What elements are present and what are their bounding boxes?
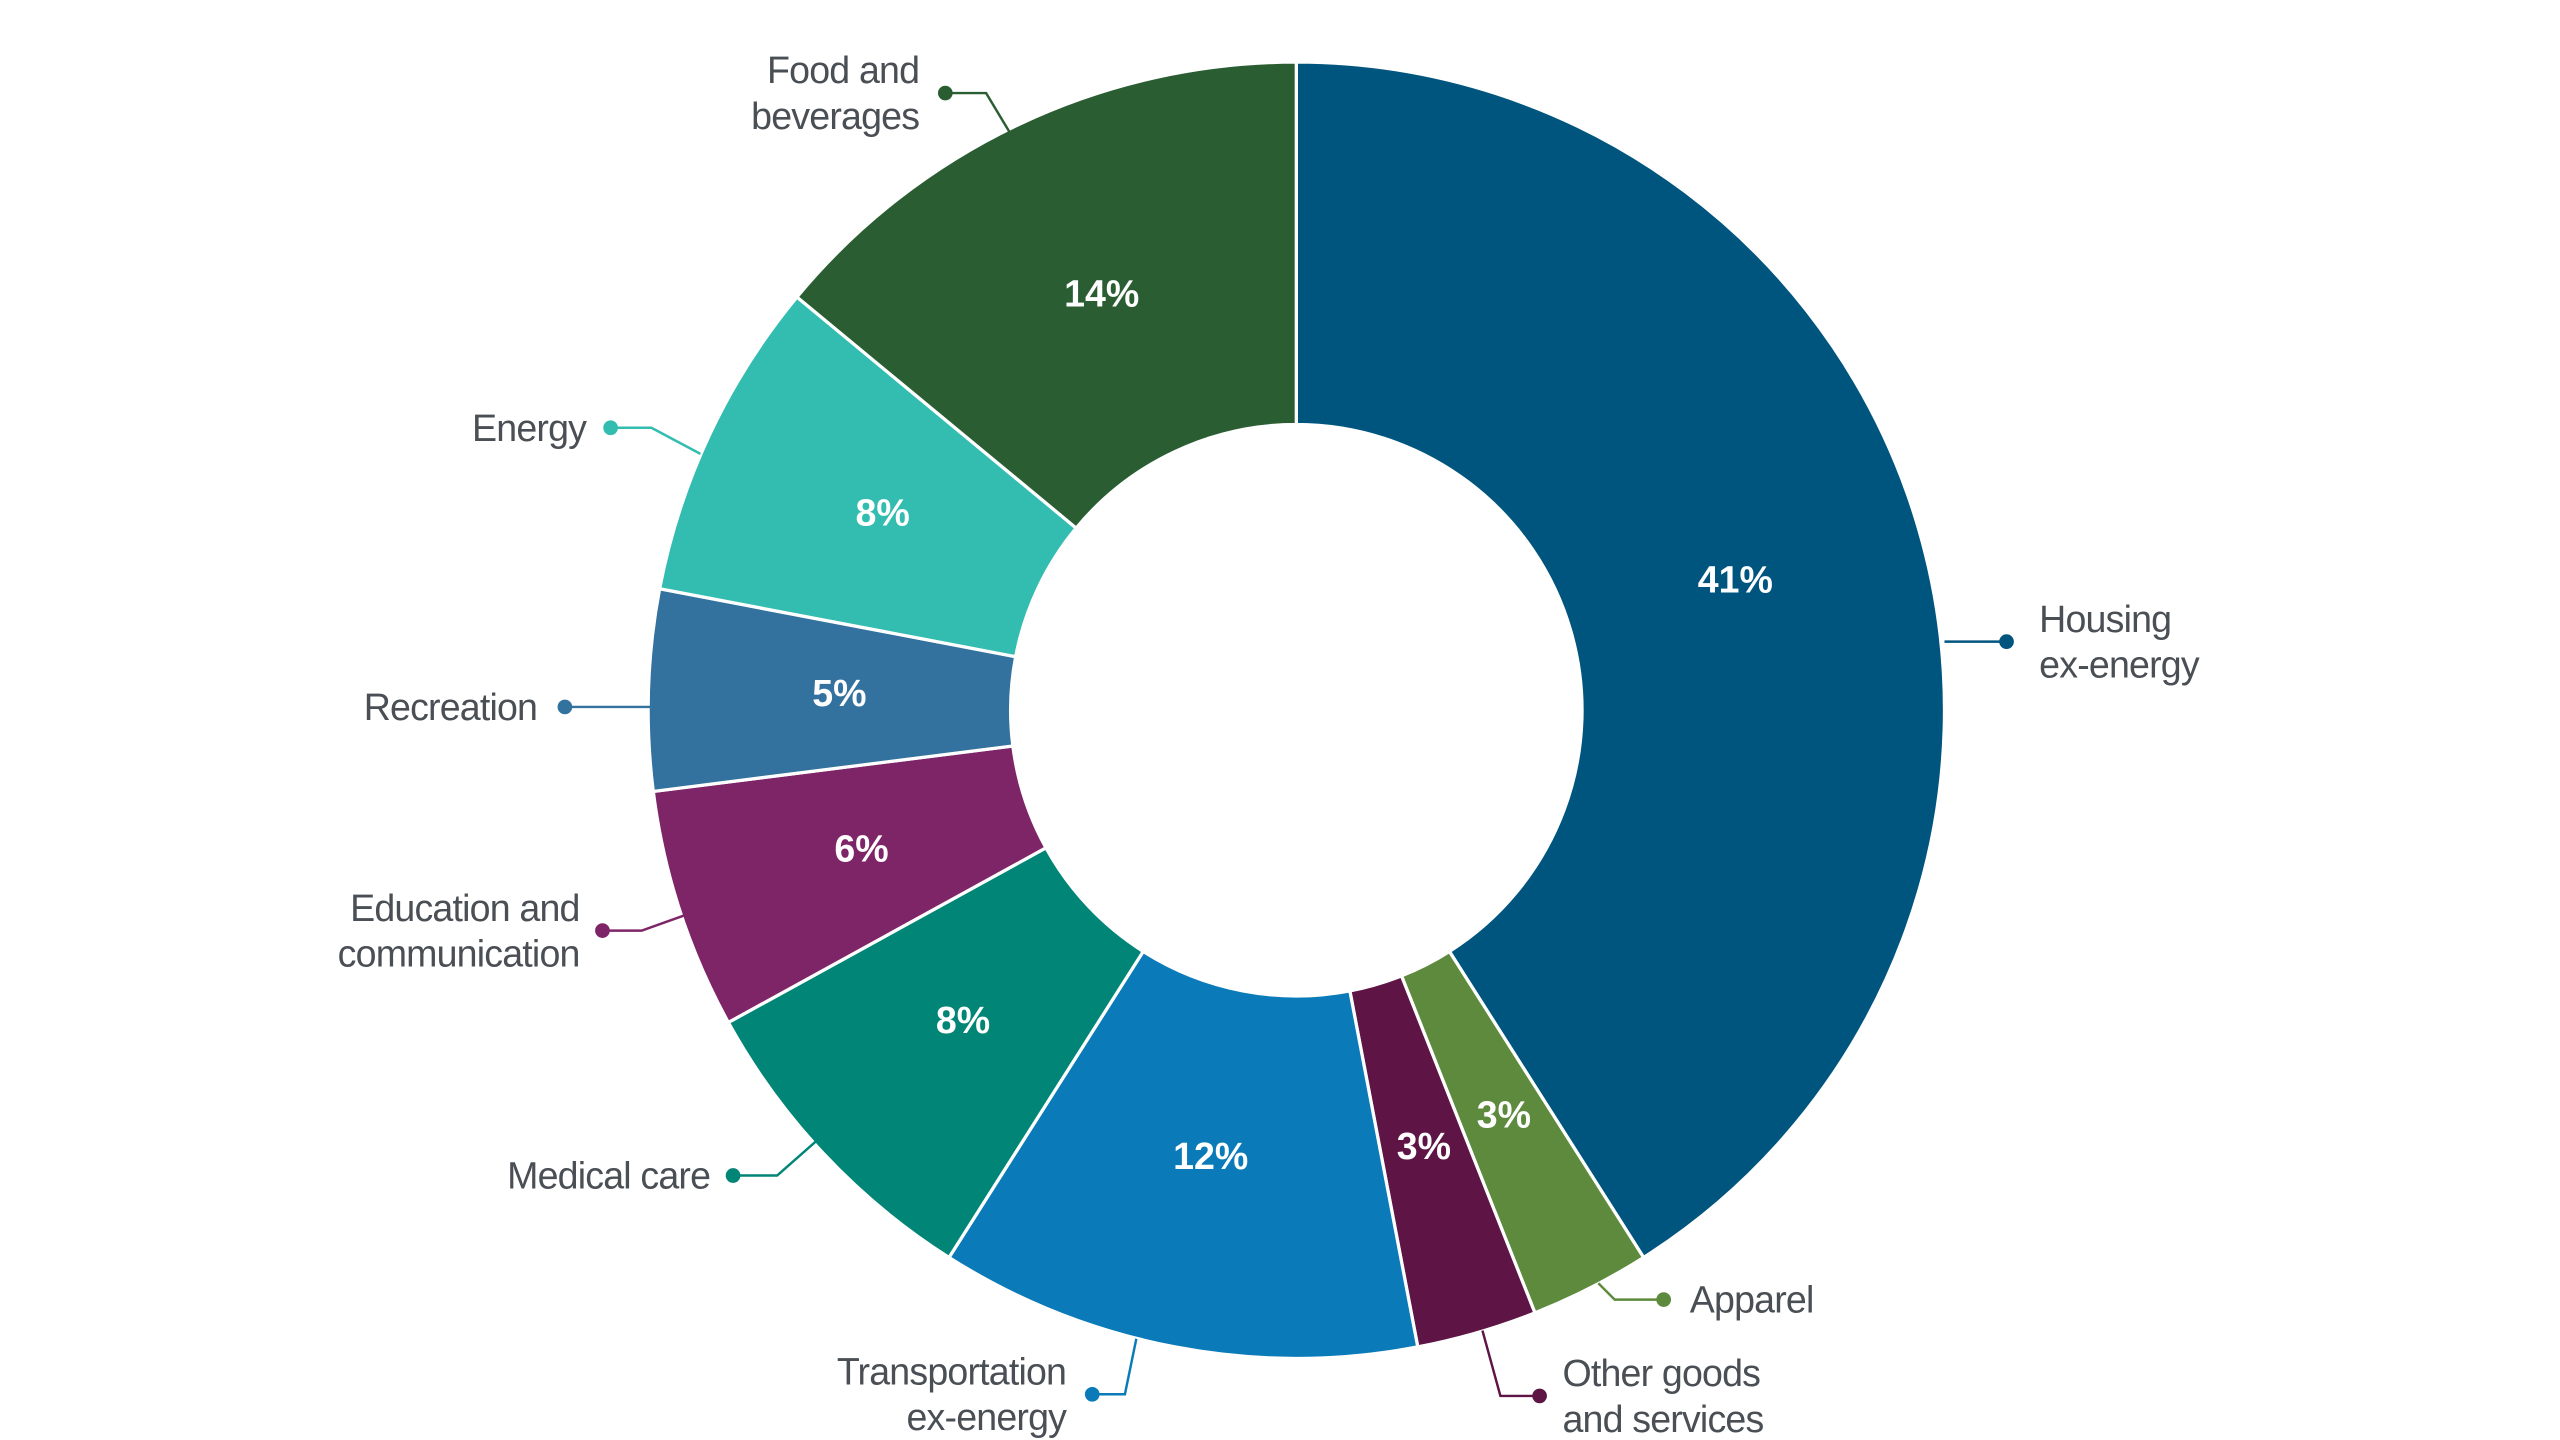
category-label: Housing ex-energy — [2039, 598, 2200, 686]
category-label-line: Transportation — [837, 1350, 1066, 1392]
value-label: 3% — [1397, 1125, 1451, 1167]
category-label-line: and services — [1562, 1398, 1763, 1440]
category-label-line: Housing — [2039, 598, 2171, 640]
leader-dot — [937, 85, 953, 101]
category-label-line: Food and — [767, 49, 919, 91]
donut-segment — [1294, 60, 1947, 1260]
leader-dot — [595, 923, 610, 938]
donut-segment — [657, 294, 1079, 659]
category-label-line: ex-energy — [2039, 644, 2200, 686]
leader-line — [1092, 1338, 1138, 1396]
value-label: 5% — [812, 672, 866, 714]
category-label: Transportation ex-energy — [837, 1350, 1067, 1438]
leader-line — [1597, 1282, 1664, 1301]
value-label: 41% — [1698, 559, 1773, 601]
leader-line — [610, 426, 701, 455]
value-label: 8% — [936, 999, 990, 1041]
donut-segment — [794, 60, 1298, 531]
category-label-line: Other goods — [1562, 1352, 1760, 1394]
donut-segment — [726, 845, 1146, 1260]
leader-dot — [1084, 1386, 1100, 1402]
leader-dot — [557, 699, 573, 715]
category-label-line: Energy — [472, 407, 587, 449]
category-label: Education and communication — [338, 887, 580, 975]
category-label: Medical care — [507, 1155, 710, 1197]
leader-dot — [725, 1168, 741, 1183]
value-label: 14% — [1064, 272, 1139, 314]
value-label: 8% — [856, 491, 910, 533]
leader-line — [733, 1138, 819, 1177]
leader-dot — [1656, 1292, 1672, 1307]
leader-dot — [1999, 634, 2014, 649]
leader-line — [602, 913, 688, 932]
category-label: Apparel — [1690, 1279, 1814, 1321]
leader-line — [1481, 1330, 1540, 1398]
value-label: 12% — [1173, 1135, 1248, 1177]
donut-segment — [946, 949, 1420, 1360]
value-label: 6% — [834, 827, 888, 869]
category-label-line: Education and — [350, 887, 579, 929]
value-label: 3% — [1477, 1093, 1531, 1135]
category-label-line: Medical care — [507, 1155, 710, 1197]
category-label-line: beverages — [751, 95, 919, 137]
category-label-line: ex-energy — [906, 1396, 1067, 1438]
leader-dot — [603, 420, 618, 436]
leader-line — [945, 91, 1012, 135]
category-label: Recreation — [364, 686, 537, 728]
category-label-line: Recreation — [364, 686, 537, 728]
leader-dot — [1532, 1388, 1547, 1404]
category-label-line: Apparel — [1690, 1279, 1814, 1321]
category-label: Other goods and services — [1562, 1352, 1763, 1440]
category-label: Food and beverages — [751, 49, 919, 137]
category-label: Energy — [472, 407, 587, 449]
category-label-line: communication — [338, 933, 580, 975]
